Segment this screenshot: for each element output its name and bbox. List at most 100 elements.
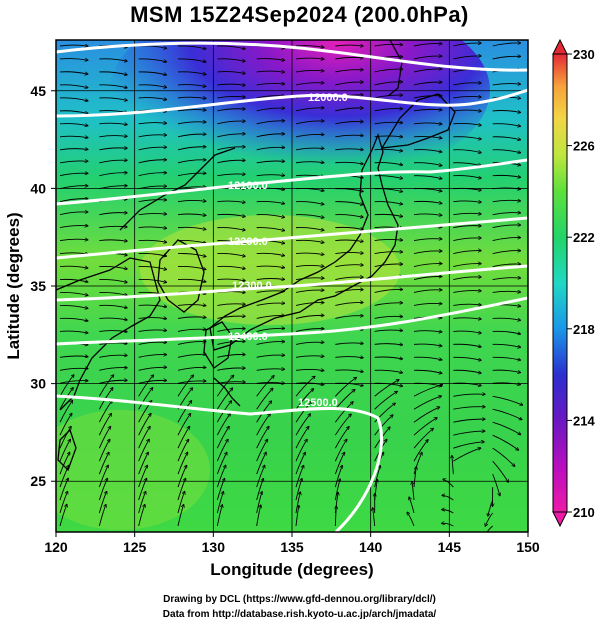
streamline-segment [256,439,268,462]
contour-labels: 12000.0 12100.0 12200.0 12300.0 12400.0 … [228,92,348,409]
streamline-segment [138,227,167,228]
streamline-segment [492,343,521,347]
streamline-segment [453,431,485,436]
streamline-segment [59,400,73,423]
streamline-segment [98,452,109,475]
streamline-segment [453,251,481,255]
streamline-segment [492,369,521,372]
streamline-segment [256,200,285,203]
streamline-segment [453,110,481,111]
contour-label-12500: 12500.0 [298,397,338,409]
contour-label-12200: 12200.0 [228,236,268,248]
streamline-segment [442,510,454,514]
streamline-segment [138,58,167,62]
streamline-segment [335,45,363,46]
streamline-segment [413,343,442,346]
streamline-segment [334,452,344,475]
y-tick-label: 25 [30,473,46,489]
contour-label-12100: 12100.0 [228,180,268,192]
streamline-segment [216,452,227,475]
streamline-segment [177,426,190,449]
streamline-segment [413,175,442,179]
streamline-segment [177,122,206,125]
colorbar-tick-label: 210 [573,505,595,520]
streamline-segment [374,380,399,397]
streamline-segment [335,82,363,86]
streamline-segment [99,368,127,371]
streamline-segment [177,478,186,501]
streamline-segment [59,375,74,397]
streamline-segment [256,266,285,268]
streamline-segment [295,108,324,112]
streamline-segment [99,226,127,227]
streamline-segment [217,354,245,358]
streamline-segment [59,173,88,177]
streamline-segment [59,413,72,436]
streamline-segment [295,315,324,319]
streamline-segment [177,465,187,488]
streamline-segment [295,70,324,72]
y-tick-label: 45 [30,83,46,99]
streamline-segment [413,356,442,360]
streamline-segment [138,380,167,384]
streamline-segment [492,200,521,201]
streamline-segment [453,238,481,242]
japan-honshu-coast [209,133,399,351]
streamline-segment [492,251,521,255]
streamline-segment [413,369,442,373]
streamline-segment [256,134,285,138]
streamline-segment [492,421,521,434]
streamline-segment [256,452,267,475]
streamline-segment [335,70,363,73]
streamline-segment [413,109,442,111]
sakhalin-coast [387,40,403,97]
streamline-segment [335,302,363,306]
streamline-segment [335,316,363,319]
streamline-segment [453,356,481,360]
streamline-segment [177,317,206,319]
streamline-segment [216,426,229,449]
streamline-segment [295,389,314,410]
streamline-segment [138,200,167,203]
streamline-segment [413,56,442,60]
streamline-segment [217,329,245,332]
streamline-segment [256,108,285,112]
streamline-segment [335,343,363,344]
streamline-segment [138,375,154,397]
streamline-segment [453,343,481,347]
streamline-segment [488,499,494,516]
streamline-segment [217,96,245,97]
streamline-segment [413,452,422,475]
x-tick-label: 120 [44,539,68,555]
china-north-coast [119,147,236,231]
streamline-segment [138,452,149,475]
streamline-segment [177,491,185,514]
streamline-segment [256,161,285,163]
map-figure: 12000.0 12100.0 12200.0 12300.0 12400.0 … [4,38,595,579]
streamline-segment [334,479,340,501]
streamline-segment [138,160,167,164]
streamline-segment [453,448,481,462]
colorbar-bar [552,53,568,513]
streamline-segment [59,356,88,357]
streamline-segment [453,277,481,280]
streamline-segment [256,369,285,371]
streamline-segment [59,212,88,216]
x-tick-label: 135 [280,539,304,555]
streamline-segment [216,491,223,514]
streamline-segment [138,478,147,501]
streamline-segment [413,149,442,153]
streamline-segment [374,264,403,267]
streamline-segment [59,199,88,203]
streamline-segment [138,388,153,410]
streamline-segment [374,356,403,359]
streamline-segment [256,426,269,449]
streamline-segment [335,57,363,59]
streamline-segment [177,504,184,527]
streamline-segment [295,227,324,231]
streamline-segment [138,342,167,345]
streamline-segment [99,97,127,101]
streamline-segment [374,239,403,240]
streamline-segment [256,388,273,410]
streamline-segment [492,330,521,334]
